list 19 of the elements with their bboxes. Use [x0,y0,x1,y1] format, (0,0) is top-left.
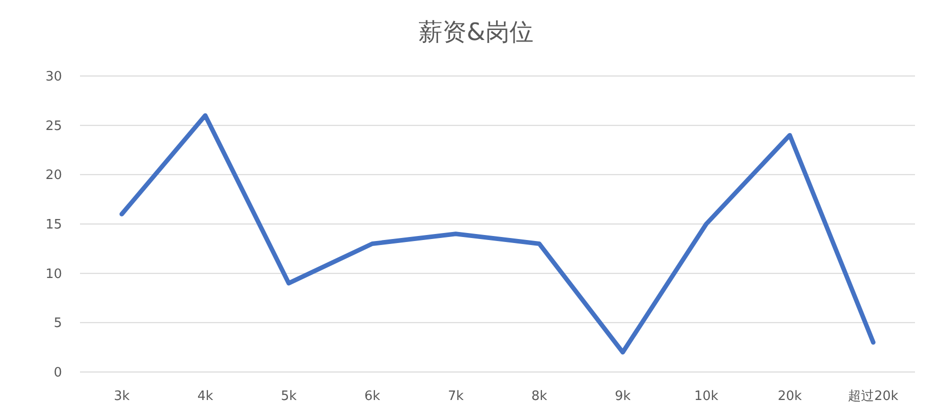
line-series [120,113,876,355]
y-tick-label: 15 [45,218,62,233]
x-tick-label: 7k [448,389,464,404]
x-tick-label: 9k [614,389,632,404]
x-tick-label: 4k [197,389,214,404]
y-tick-label: 30 [45,70,62,85]
y-tick-label: 5 [54,316,62,332]
x-tick-label: 5k [280,389,298,404]
y-tick-label: 25 [45,118,62,134]
y-tick-label: 20 [45,168,62,184]
x-tick-label: 20k [778,389,802,404]
y-tick-label: 10 [45,266,62,282]
y-tick-label: 0 [54,366,62,381]
chart-title: 薪资&岗位 [418,18,534,46]
x-tick-label: 超过20k [848,389,899,404]
x-tick-label: 3k [114,389,130,404]
x-tick-label: 6k [364,389,381,404]
x-tick-label: 10k [694,389,719,404]
x-tick-label: 8k [531,389,548,404]
